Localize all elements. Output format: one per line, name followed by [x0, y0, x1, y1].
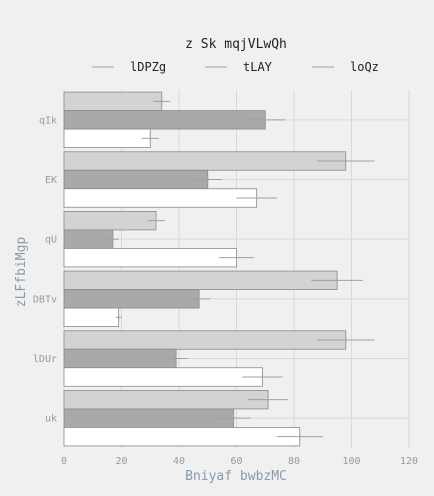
- y-tick-label: DBTv: [33, 294, 57, 305]
- bar-tLAY-qU: [63, 229, 114, 249]
- x-tick-label: 20: [115, 456, 127, 467]
- x-tick-label: 0: [61, 456, 67, 467]
- bars: [63, 91, 347, 447]
- bar-loQz-qU: [63, 248, 237, 268]
- bar-loQz-uk: [63, 427, 301, 447]
- bar-lDPZg-lDUr: [63, 330, 347, 350]
- y-tick-label: qU: [45, 235, 57, 246]
- legend-label-lDPZg: lDPZg: [130, 60, 166, 74]
- bar-lDPZg-qIk: [63, 91, 163, 111]
- legend-label-tLAY: tLAY: [243, 60, 273, 74]
- bar-tLAY-EK: [63, 169, 209, 190]
- bar-loQz-lDUr: [63, 367, 263, 387]
- x-tick-label: 40: [173, 456, 185, 467]
- x-tick-label: 60: [230, 456, 242, 467]
- bar-lDPZg-DBTv: [63, 270, 338, 290]
- bar-lDPZg-qU: [63, 211, 157, 231]
- bar-tLAY-qIk: [63, 110, 266, 130]
- x-tick-label: 80: [288, 456, 300, 467]
- bar-tLAY-lDUr: [63, 348, 177, 369]
- error-bars: [107, 97, 375, 441]
- bar-tLAY-DBTv: [63, 289, 200, 309]
- y-tick-label: uk: [45, 414, 57, 425]
- legend-label-loQz: loQz: [350, 60, 379, 74]
- y-tick-labels: qIk EK qU DBTv lDUr uk: [33, 115, 57, 424]
- bar-tLAY-uk: [63, 408, 235, 428]
- bar-lDPZg-EK: [63, 151, 347, 171]
- bar-loQz-DBTv: [63, 307, 120, 327]
- y-axis-title: zLFfbiMgp: [14, 237, 29, 308]
- y-tick-label: qIk: [39, 115, 57, 126]
- y-tick-label: lDUr: [33, 354, 57, 365]
- bar-lDPZg-uk: [63, 390, 269, 410]
- bar-loQz-qIk: [63, 128, 151, 148]
- x-tick-label: 100: [342, 456, 360, 467]
- bar-loQz-EK: [63, 188, 258, 208]
- x-tick-labels: 0 20 40 60 80 100 120: [61, 456, 418, 467]
- x-axis-title: Bniyaf bwbzMC: [185, 469, 287, 484]
- x-tick-label: 120: [400, 456, 418, 467]
- y-tick-label: EK: [45, 175, 57, 186]
- chart-title: z Sk mqjVLwQh: [185, 37, 287, 52]
- legend: lDPZg tLAY loQz: [92, 60, 379, 74]
